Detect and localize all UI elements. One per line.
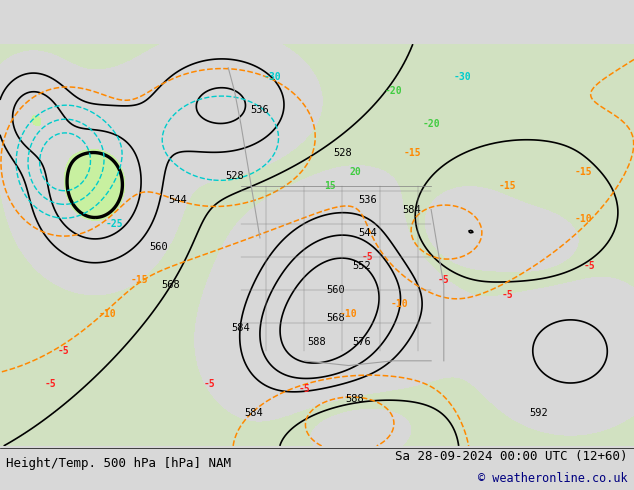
Text: 528: 528 [333, 148, 352, 158]
Text: -30: -30 [454, 72, 472, 82]
Text: 568: 568 [162, 280, 181, 290]
Text: -25: -25 [105, 219, 123, 229]
Text: -5: -5 [438, 275, 450, 286]
Text: -10: -10 [99, 309, 117, 318]
Text: 536: 536 [358, 195, 377, 205]
Text: Sa 28-09-2024 00:00 UTC (12+60): Sa 28-09-2024 00:00 UTC (12+60) [395, 450, 628, 463]
Text: -5: -5 [299, 384, 310, 394]
Text: 576: 576 [352, 337, 371, 347]
Text: 584: 584 [403, 204, 422, 215]
Text: -15: -15 [498, 181, 516, 191]
Text: -5: -5 [45, 379, 56, 390]
Text: -30: -30 [264, 72, 281, 82]
Text: -15: -15 [403, 148, 421, 158]
Text: 584: 584 [231, 323, 250, 333]
Text: -20: -20 [422, 120, 440, 129]
Text: -15: -15 [574, 167, 592, 177]
Text: 552: 552 [352, 261, 371, 271]
Text: 584: 584 [244, 408, 263, 418]
Text: -5: -5 [501, 290, 513, 299]
Text: -10: -10 [391, 299, 408, 309]
Text: 528: 528 [225, 172, 244, 181]
Text: -15: -15 [131, 275, 148, 286]
Text: 568: 568 [327, 313, 346, 323]
Text: 560: 560 [327, 285, 346, 295]
Text: -5: -5 [58, 346, 69, 356]
Text: 588: 588 [307, 337, 327, 347]
Text: 536: 536 [250, 105, 269, 115]
Text: -20: -20 [384, 86, 402, 97]
Text: 592: 592 [529, 408, 548, 418]
Text: Height/Temp. 500 hPa [hPa] NAM: Height/Temp. 500 hPa [hPa] NAM [6, 457, 231, 470]
Text: -5: -5 [584, 261, 595, 271]
Text: -5: -5 [362, 252, 373, 262]
Text: 544: 544 [358, 228, 377, 238]
Text: -5: -5 [204, 379, 215, 390]
Text: © weatheronline.co.uk: © weatheronline.co.uk [478, 472, 628, 485]
Text: 588: 588 [346, 393, 365, 404]
Text: 20: 20 [349, 167, 361, 177]
Text: 560: 560 [149, 243, 168, 252]
Text: -10: -10 [340, 309, 358, 318]
Text: 15: 15 [324, 181, 335, 191]
Text: 544: 544 [168, 195, 187, 205]
Text: -10: -10 [574, 214, 592, 224]
